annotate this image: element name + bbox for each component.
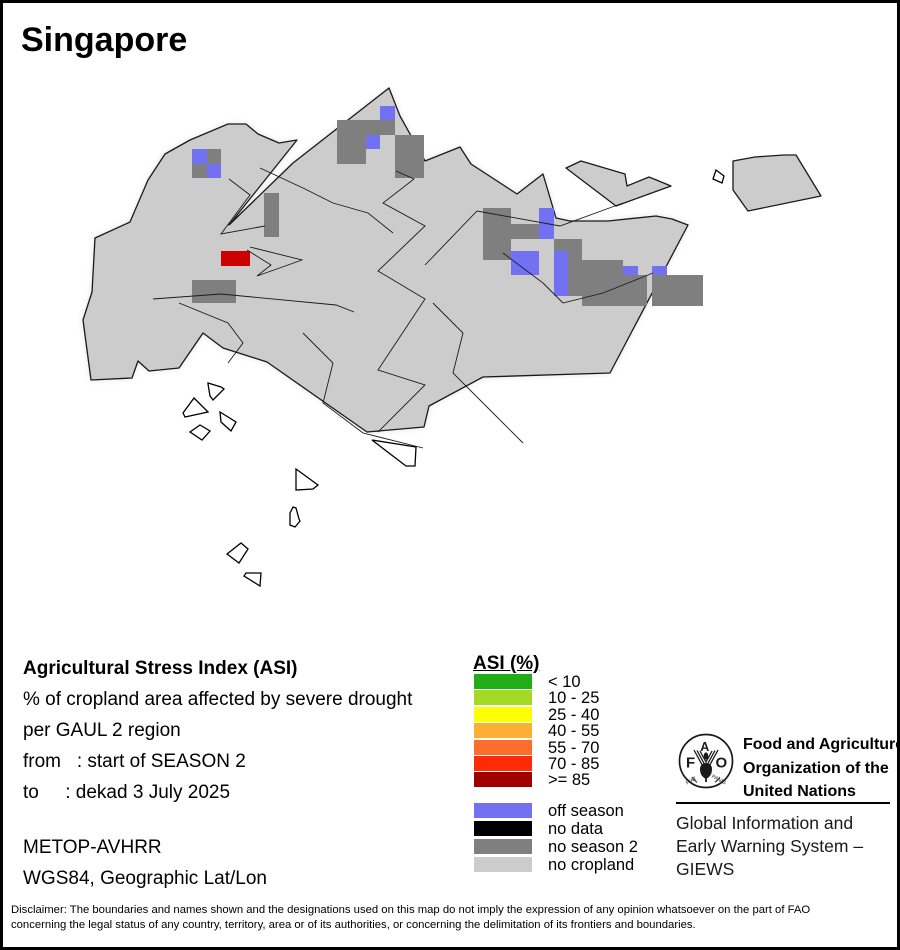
- svg-text:A: A: [700, 740, 709, 754]
- svg-text:FIAT: FIAT: [685, 776, 698, 787]
- svg-text:F: F: [686, 755, 695, 772]
- svg-text:O: O: [716, 755, 728, 772]
